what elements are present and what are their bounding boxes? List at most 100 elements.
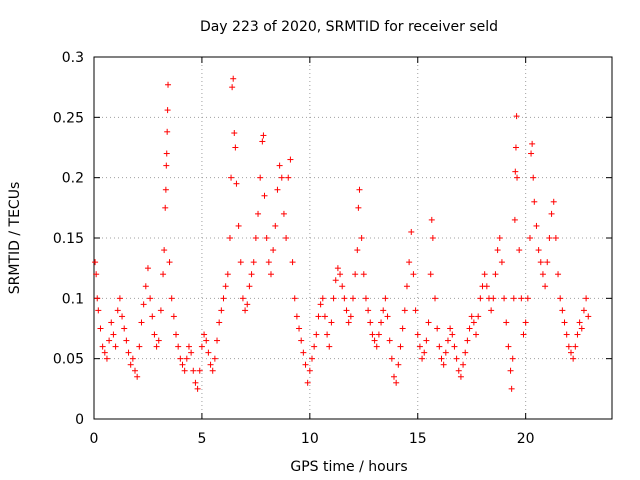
data-point bbox=[518, 295, 525, 302]
data-point bbox=[244, 301, 251, 308]
data-point bbox=[233, 180, 240, 187]
data-point bbox=[129, 355, 136, 362]
data-point bbox=[544, 259, 551, 266]
data-point bbox=[112, 343, 119, 350]
data-point bbox=[550, 198, 557, 205]
data-point bbox=[276, 162, 283, 169]
data-point bbox=[514, 174, 521, 181]
data-point bbox=[267, 271, 274, 278]
data-point bbox=[498, 259, 505, 266]
data-point bbox=[257, 174, 264, 181]
data-point bbox=[557, 295, 564, 302]
data-point bbox=[535, 247, 542, 254]
data-point bbox=[343, 307, 350, 314]
data-point bbox=[559, 307, 566, 314]
y-tick-label: 0.2 bbox=[62, 171, 84, 187]
data-point bbox=[173, 331, 180, 338]
data-point bbox=[412, 307, 419, 314]
data-point bbox=[192, 379, 199, 386]
data-point bbox=[542, 283, 549, 290]
data-point bbox=[444, 337, 451, 344]
data-point bbox=[261, 192, 268, 199]
data-point bbox=[583, 295, 590, 302]
data-point bbox=[304, 379, 311, 386]
data-point bbox=[220, 295, 227, 302]
data-point bbox=[440, 361, 447, 368]
data-point bbox=[166, 259, 173, 266]
data-point bbox=[414, 331, 421, 338]
data-point bbox=[179, 361, 186, 368]
data-point bbox=[332, 277, 339, 284]
data-point bbox=[211, 355, 218, 362]
data-point bbox=[530, 174, 537, 181]
data-point bbox=[494, 247, 501, 254]
data-point bbox=[229, 84, 236, 91]
data-point bbox=[425, 319, 432, 326]
data-point bbox=[393, 379, 400, 386]
data-point bbox=[537, 259, 544, 266]
data-point bbox=[287, 156, 294, 163]
data-point bbox=[347, 313, 354, 320]
data-point bbox=[516, 247, 523, 254]
data-point bbox=[296, 325, 303, 332]
data-point bbox=[462, 349, 469, 356]
data-point bbox=[375, 331, 382, 338]
data-point bbox=[134, 373, 141, 380]
data-point bbox=[578, 325, 585, 332]
data-point bbox=[97, 325, 104, 332]
data-point bbox=[326, 343, 333, 350]
data-point bbox=[511, 216, 518, 223]
data-point bbox=[138, 319, 145, 326]
data-point bbox=[574, 331, 581, 338]
data-point bbox=[183, 355, 190, 362]
data-point bbox=[181, 367, 188, 374]
data-point bbox=[410, 271, 417, 278]
data-point bbox=[576, 319, 583, 326]
data-point bbox=[513, 113, 520, 120]
data-point bbox=[321, 313, 328, 320]
data-point bbox=[528, 150, 535, 157]
x-tick-label: 15 bbox=[409, 431, 427, 447]
data-point bbox=[524, 295, 531, 302]
data-point bbox=[520, 331, 527, 338]
data-point bbox=[237, 259, 244, 266]
data-point bbox=[270, 247, 277, 254]
data-point bbox=[481, 271, 488, 278]
data-point bbox=[434, 325, 441, 332]
data-point bbox=[345, 319, 352, 326]
data-point bbox=[162, 186, 169, 193]
data-point bbox=[149, 313, 156, 320]
data-point bbox=[136, 343, 143, 350]
data-point bbox=[503, 319, 510, 326]
y-tick-label: 0.1 bbox=[62, 291, 84, 307]
data-point bbox=[401, 307, 408, 314]
y-axis-label: SRMTID / TECUs bbox=[7, 182, 23, 295]
y-tick-label: 0 bbox=[75, 412, 84, 428]
y-tick-label: 0.15 bbox=[53, 231, 84, 247]
data-point bbox=[216, 319, 223, 326]
data-point bbox=[163, 150, 170, 157]
data-point bbox=[170, 313, 177, 320]
data-point bbox=[157, 307, 164, 314]
data-point bbox=[311, 343, 318, 350]
data-point bbox=[477, 295, 484, 302]
data-point bbox=[162, 204, 169, 211]
data-point bbox=[168, 295, 175, 302]
data-point bbox=[188, 349, 195, 356]
data-point bbox=[319, 295, 326, 302]
data-point bbox=[250, 259, 257, 266]
data-point bbox=[408, 228, 415, 235]
data-point bbox=[365, 307, 372, 314]
data-point bbox=[510, 295, 517, 302]
data-point bbox=[419, 355, 426, 362]
data-point bbox=[447, 325, 454, 332]
data-point bbox=[198, 343, 205, 350]
data-point bbox=[451, 343, 458, 350]
data-point bbox=[106, 337, 113, 344]
data-point bbox=[114, 307, 121, 314]
data-point bbox=[442, 349, 449, 356]
data-point bbox=[185, 343, 192, 350]
data-point bbox=[565, 343, 572, 350]
x-tick-label: 5 bbox=[197, 431, 206, 447]
